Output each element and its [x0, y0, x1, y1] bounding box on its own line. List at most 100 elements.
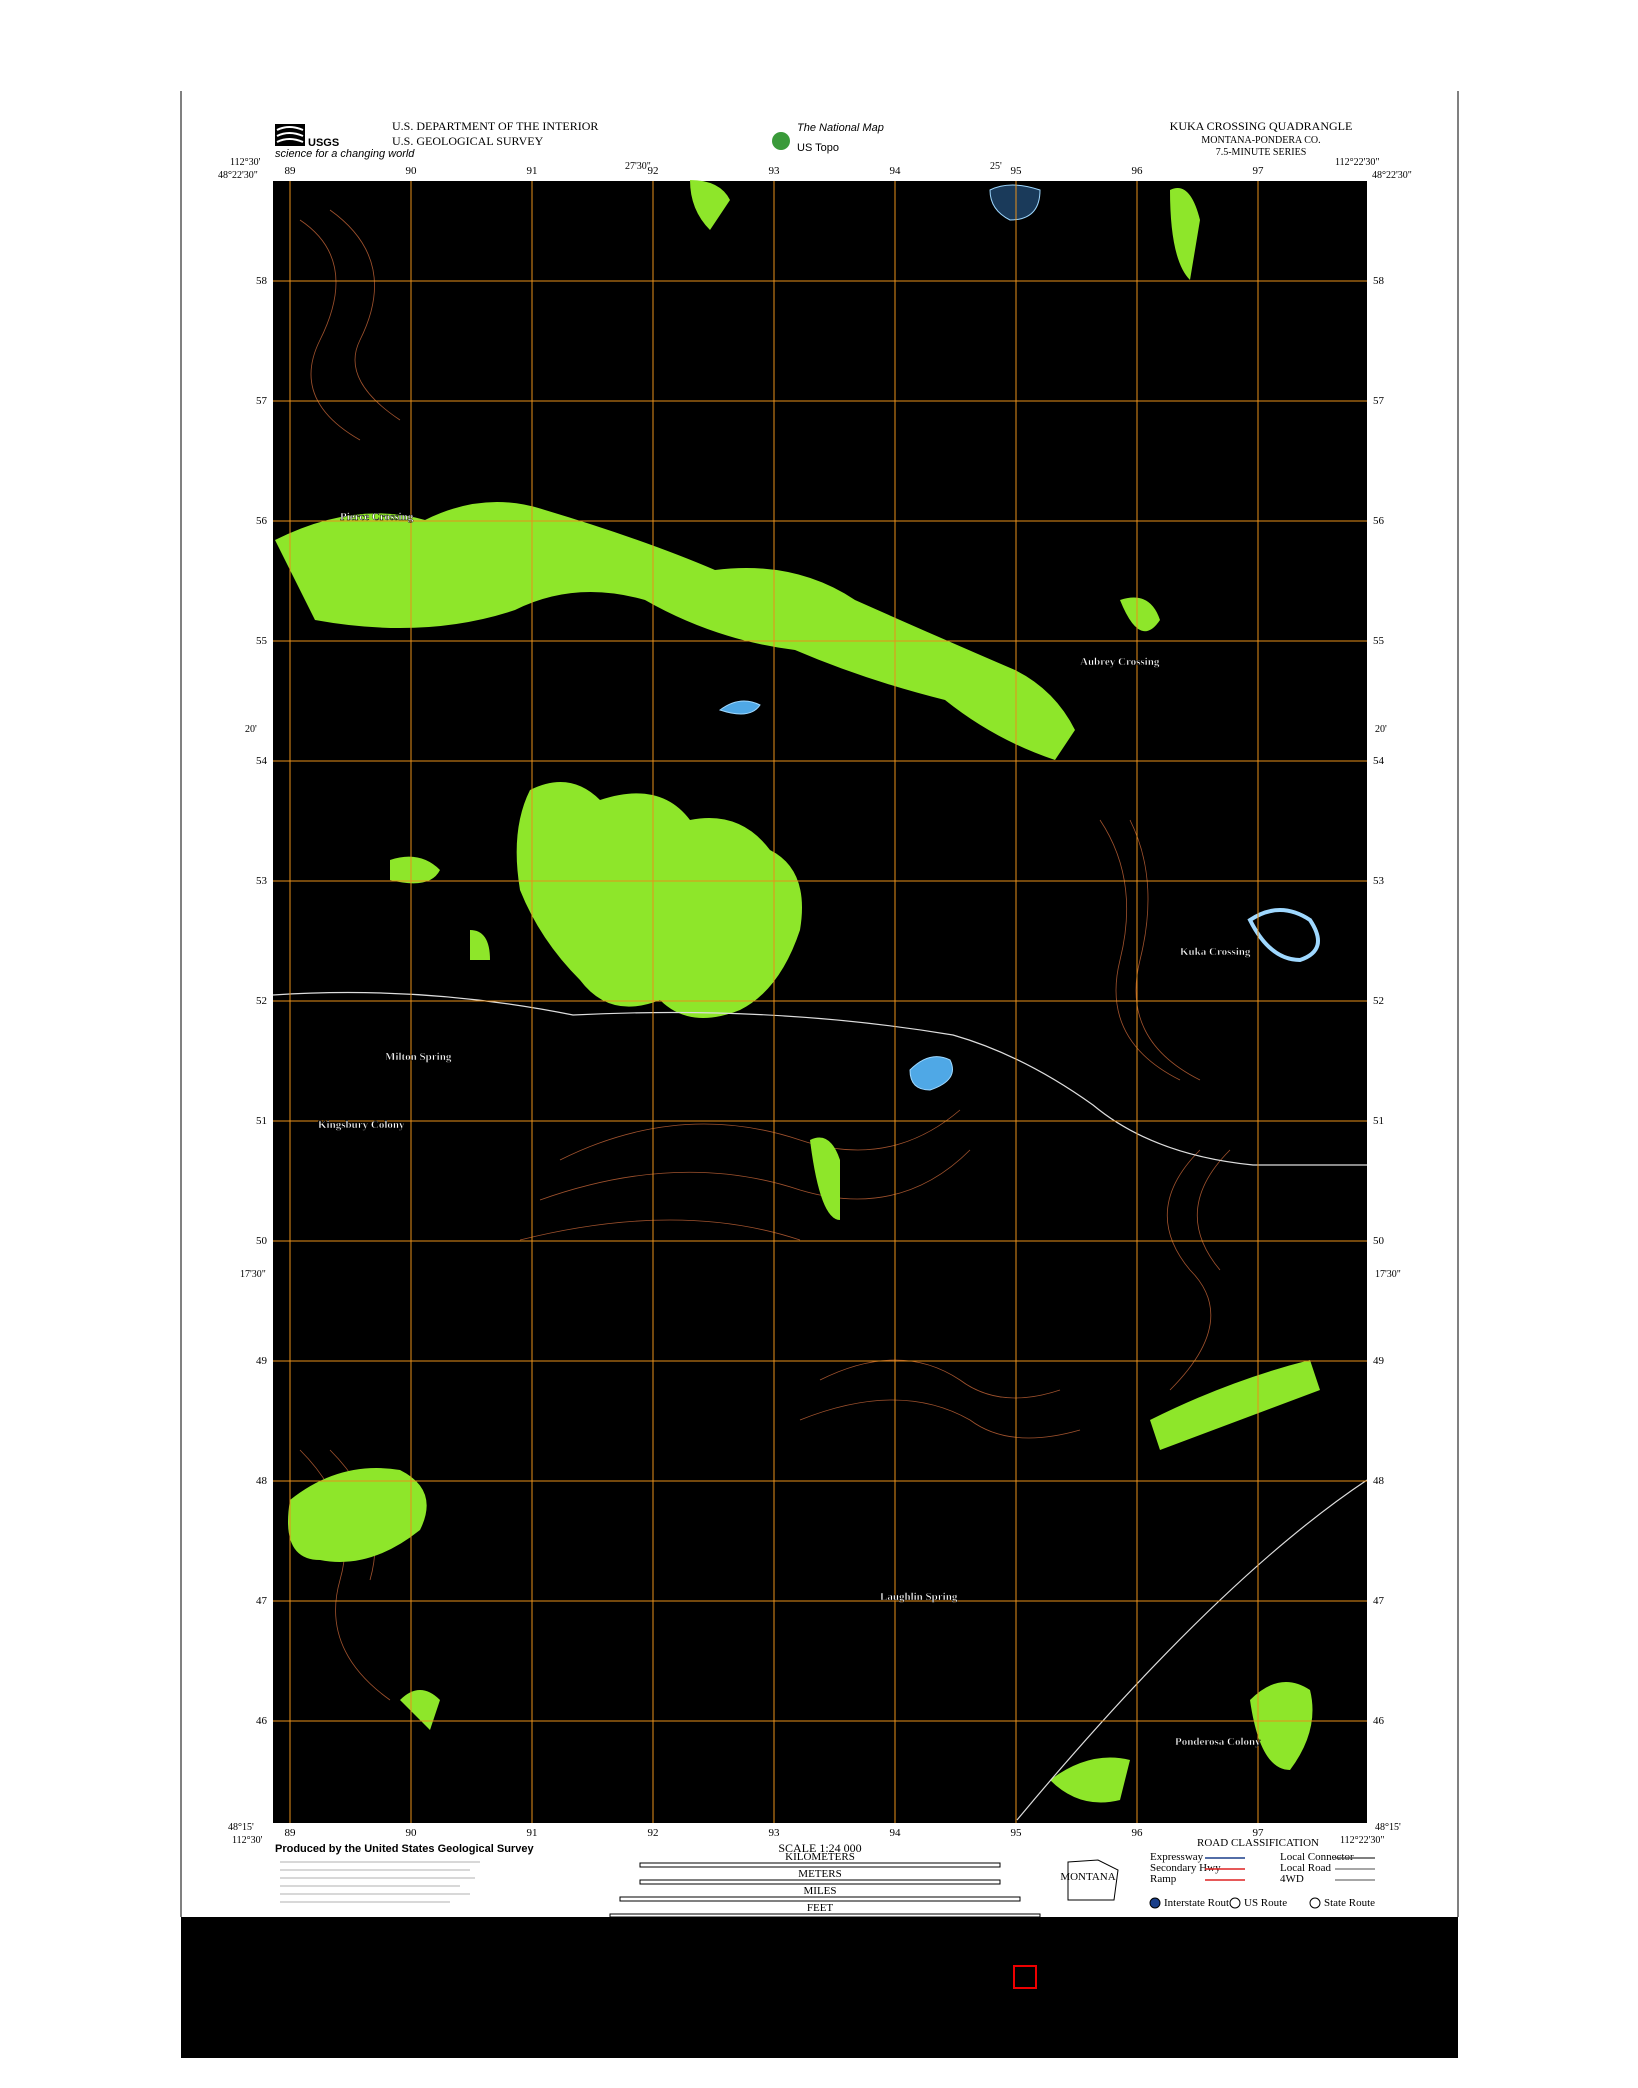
grid-label: 57: [256, 395, 268, 407]
grid-label: 47: [1373, 1595, 1385, 1607]
road-title: ROAD CLASSIFICATION: [1197, 1837, 1319, 1849]
grid-label: 90: [406, 1827, 418, 1839]
series: 7.5-MINUTE SERIES: [1216, 147, 1307, 158]
grid-label: 93: [769, 1827, 781, 1839]
road-label: Secondary Hwy: [1150, 1862, 1221, 1874]
grid-label: 97: [1253, 1827, 1265, 1839]
grid-label: 54: [1373, 755, 1385, 767]
coord-label: 112°30': [230, 157, 261, 168]
grid-label: 55: [1373, 635, 1385, 647]
state-label: MONTANA: [1060, 1871, 1115, 1883]
road-label: Expressway: [1150, 1851, 1204, 1863]
grid-label: 56: [1373, 515, 1385, 527]
scale-unit: METERS: [798, 1868, 841, 1880]
route-symbol: [1229, 1897, 1241, 1909]
route-symbol: [1309, 1897, 1321, 1909]
scale-unit: MILES: [804, 1885, 837, 1897]
coord-label: 48°22'30": [1372, 170, 1412, 181]
viewer-bar: [181, 1917, 1458, 2058]
agency: USGS: [308, 137, 339, 149]
coord-label: 48°15': [228, 1822, 254, 1833]
road-label: Local Connector: [1280, 1851, 1354, 1863]
grid-label: 89: [285, 165, 297, 177]
grid-label: 53: [256, 875, 268, 887]
place-label: Aubrey Crossing: [1080, 656, 1160, 668]
grid-label: 54: [256, 755, 268, 767]
road-label: Ramp: [1150, 1873, 1177, 1885]
state-outline: [1067, 1859, 1119, 1901]
grid-label: 52: [256, 995, 267, 1007]
place-labels: Pierce Crossing Aubrey Crossing Kuka Cro…: [318, 511, 1262, 1748]
grid-label: 97: [1253, 165, 1265, 177]
grid-label: 90: [406, 165, 418, 177]
coord-label: 20': [245, 724, 257, 735]
route-symbol: [1149, 1897, 1161, 1909]
grid-label: 89: [285, 1827, 297, 1839]
coord-label: 112°22'30": [1340, 1835, 1385, 1846]
place-label: Kingsbury Colony: [318, 1119, 405, 1131]
contours: [299, 209, 1231, 1701]
grid-label: 92: [648, 165, 659, 177]
grid-label: 52: [1373, 995, 1384, 1007]
coord-label: 27'30": [625, 161, 651, 172]
coord-label: 48°15': [1375, 1822, 1401, 1833]
quadrangle: KUKA CROSSING QUADRANGLE: [1170, 119, 1353, 133]
grid-label: 49: [256, 1355, 268, 1367]
grid-label: 57: [1373, 395, 1385, 407]
grid-label: 53: [1373, 875, 1385, 887]
roads: [272, 991, 1368, 1821]
grid-label: 48: [256, 1475, 268, 1487]
scale-unit: KILOMETERS: [785, 1851, 855, 1863]
usgs-logo: USGS science for a changing world: [275, 124, 415, 160]
grid-label: 92: [648, 1827, 659, 1839]
road-label: 4WD: [1280, 1873, 1304, 1885]
product: US Topo: [797, 142, 839, 154]
place-label: Laughlin Spring: [880, 1591, 958, 1603]
grid-label: 94: [890, 165, 902, 177]
utm-grid: [273, 181, 1367, 1823]
water: [718, 184, 1320, 1091]
grid-label: 95: [1011, 1827, 1023, 1839]
coord-label: 17'30": [1375, 1269, 1401, 1280]
county: MONTANA-PONDERA CO.: [1201, 135, 1320, 146]
department: U.S. DEPARTMENT OF THE INTERIOR: [392, 119, 598, 133]
grid-label: 94: [890, 1827, 902, 1839]
grid-label: 58: [1373, 275, 1385, 287]
grid-label: 50: [1373, 1235, 1385, 1247]
coord-label: 112°30': [232, 1835, 263, 1846]
selection-box[interactable]: [1013, 1965, 1037, 1989]
program: The National Map: [797, 122, 884, 134]
route-label: Interstate Route: [1164, 1897, 1234, 1909]
grid-label: 46: [1373, 1715, 1385, 1727]
vegetation: [275, 180, 1320, 1803]
grid-label: 48: [1373, 1475, 1385, 1487]
place-label: Ponderosa Colony: [1175, 1736, 1261, 1748]
topo-logo: [772, 132, 790, 150]
coord-label: 17'30": [240, 1269, 266, 1280]
grid-label: 95: [1011, 165, 1023, 177]
place-label: Milton Spring: [385, 1051, 452, 1063]
scale: SCALE 1:24 000: [778, 1841, 861, 1855]
producer: Produced by the United States Geological…: [275, 1843, 534, 1855]
grid-label: 50: [256, 1235, 268, 1247]
grid-label: 91: [527, 165, 538, 177]
coord-label: 48°22'30": [218, 170, 258, 181]
road-label: Local Road: [1280, 1862, 1332, 1874]
grid-label: 58: [256, 275, 268, 287]
agency-tagline: science for a changing world: [275, 148, 415, 160]
footer-lines: [280, 1861, 480, 1903]
route-label: US Route: [1244, 1897, 1287, 1909]
grid-label: 49: [1373, 1355, 1385, 1367]
grid-label: 51: [256, 1115, 267, 1127]
grid-label: 93: [769, 165, 781, 177]
survey: U.S. GEOLOGICAL SURVEY: [392, 134, 544, 148]
grid-label: 91: [527, 1827, 538, 1839]
coord-label: 20': [1375, 724, 1387, 735]
coord-label: 112°22'30": [1335, 157, 1380, 168]
grid-label: 96: [1132, 1827, 1144, 1839]
grid-label: 51: [1373, 1115, 1384, 1127]
grid-label: 96: [1132, 165, 1144, 177]
